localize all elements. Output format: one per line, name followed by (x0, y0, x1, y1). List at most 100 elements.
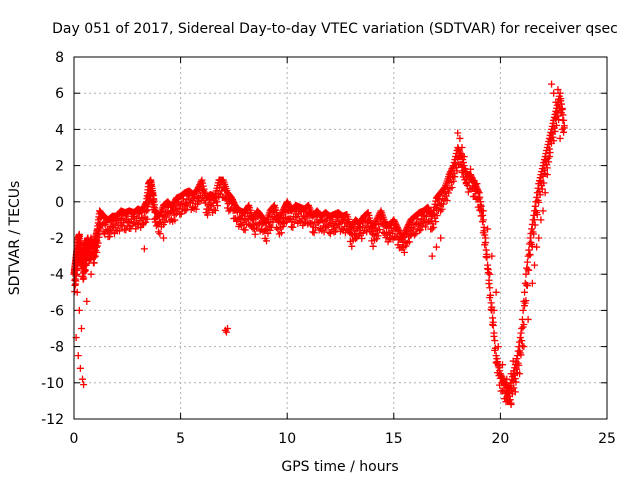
data-point (535, 177, 543, 185)
data-point (511, 388, 519, 396)
data-point (162, 214, 170, 222)
data-point (459, 156, 467, 164)
data-point (77, 325, 85, 332)
data-point (554, 86, 562, 94)
data-point (517, 351, 525, 359)
data-point (548, 80, 556, 88)
data-layer (70, 80, 568, 409)
data-point (404, 222, 412, 230)
data-point (428, 225, 436, 233)
data-point (326, 230, 334, 238)
y-tick-label: 2 (55, 159, 64, 175)
data-point (448, 184, 456, 192)
data-point (91, 252, 99, 260)
data-point (229, 197, 237, 205)
data-point (400, 248, 408, 256)
data-point (531, 261, 539, 269)
data-point (507, 370, 515, 378)
x-tick-label: 0 (70, 431, 79, 447)
data-point (279, 222, 287, 230)
data-point (472, 181, 480, 189)
data-point (443, 196, 451, 204)
data-point (485, 276, 493, 284)
data-point (204, 211, 212, 219)
data-point (430, 223, 438, 231)
data-point (522, 297, 530, 305)
tick-layer: 0 5 10 15 20 25 -12 -10 -8 -6 -4 -2 0 2 4 6 8 (41, 50, 616, 447)
data-point (244, 203, 252, 211)
data-point (537, 216, 545, 224)
data-point (266, 226, 274, 234)
data-point (93, 242, 101, 250)
data-point (448, 165, 456, 173)
data-point (495, 364, 503, 372)
data-point (310, 229, 318, 237)
data-point (410, 231, 418, 239)
data-point (488, 252, 496, 260)
data-point (526, 251, 534, 259)
data-point (533, 211, 541, 219)
data-point (309, 228, 317, 236)
data-point (560, 122, 568, 130)
data-point (333, 224, 341, 232)
data-point (513, 355, 521, 363)
data-point (528, 225, 536, 233)
data-point (528, 279, 536, 287)
data-point (432, 218, 440, 226)
data-point (519, 306, 527, 314)
data-point (402, 242, 410, 250)
data-point (390, 216, 398, 224)
data-point (524, 315, 532, 323)
data-point (241, 226, 249, 234)
data-point (538, 185, 546, 193)
data-point (545, 134, 553, 142)
data-point (171, 216, 179, 224)
data-point (231, 200, 239, 208)
data-point (545, 158, 553, 166)
data-point (432, 243, 440, 251)
data-point (181, 207, 189, 215)
data-point (369, 242, 377, 250)
y-tick-label: 0 (55, 195, 64, 211)
data-point (289, 223, 297, 231)
data-point (483, 254, 491, 262)
data-point (437, 234, 445, 242)
data-point (451, 173, 459, 181)
data-point (552, 107, 560, 115)
data-point (87, 270, 95, 278)
data-point (536, 191, 544, 199)
data-point (481, 231, 489, 239)
data-point (481, 234, 489, 242)
x-tick-label: 5 (176, 431, 185, 447)
data-point (535, 198, 543, 206)
data-point (541, 189, 549, 197)
data-point (499, 361, 507, 369)
data-point (503, 375, 511, 383)
data-point (545, 145, 553, 153)
data-point (484, 225, 492, 233)
data-point (528, 242, 536, 250)
data-point (497, 371, 505, 379)
data-point (221, 194, 229, 202)
data-point (525, 266, 533, 274)
data-point (74, 352, 82, 360)
data-point (83, 297, 91, 305)
data-point (395, 226, 403, 234)
data-point (467, 165, 475, 173)
data-point (144, 206, 152, 214)
data-point (544, 140, 552, 148)
data-point (479, 207, 487, 215)
data-point (477, 198, 485, 206)
data-point (554, 112, 562, 120)
data-point (450, 159, 458, 167)
data-point (160, 234, 168, 242)
data-point (348, 242, 356, 250)
data-point (161, 218, 169, 226)
data-point (540, 179, 548, 187)
data-point (376, 225, 384, 233)
data-point (201, 188, 209, 196)
data-point (539, 162, 547, 170)
data-point (75, 306, 83, 314)
data-point (93, 248, 101, 256)
data-point (507, 401, 515, 409)
